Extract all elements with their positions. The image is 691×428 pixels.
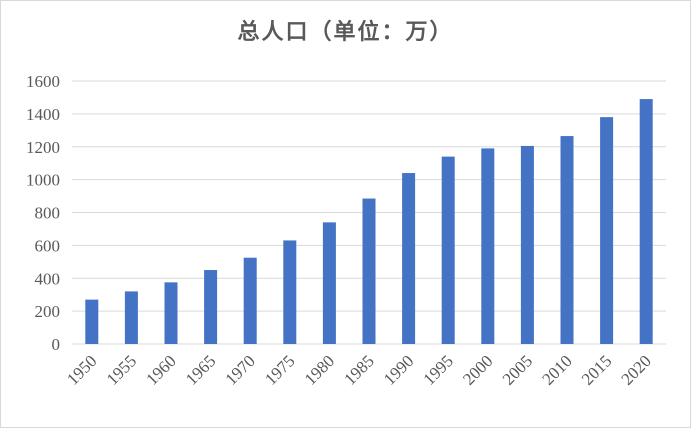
y-tick-label: 800 [35, 204, 61, 223]
x-axis-tick-labels: 1950 1955 1960 1965 1970 1975 1980 1985 1990 1995… [63, 351, 655, 388]
y-tick-label: 400 [35, 269, 61, 288]
x-tick-label: 2005 [499, 351, 536, 388]
bar-1950 [85, 299, 99, 344]
bar-1970 [243, 257, 257, 344]
bar-2015 [600, 117, 614, 344]
bar-1995 [441, 156, 455, 344]
x-tick-label: 2015 [578, 351, 615, 388]
y-tick-label: 1200 [26, 138, 60, 157]
x-tick-label: 1950 [63, 351, 100, 388]
bar-1975 [283, 240, 297, 344]
y-tick-label: 1600 [26, 72, 60, 91]
chart-title: 总人口（单位：万） [237, 20, 454, 45]
y-tick-label: 1000 [26, 171, 60, 190]
x-tick-label: 1985 [340, 351, 377, 388]
x-tick-label: 1975 [261, 351, 298, 388]
y-tick-label: 0 [52, 335, 61, 354]
x-tick-label: 2010 [538, 351, 575, 388]
bar-1985 [362, 198, 376, 344]
x-tick-label: 1955 [103, 351, 140, 388]
x-tick-label: 2000 [459, 351, 496, 388]
y-tick-label: 600 [35, 236, 61, 255]
x-tick-label: 1960 [142, 351, 179, 388]
bar-1980 [322, 222, 336, 344]
bar-2010 [560, 136, 574, 344]
x-tick-label: 1965 [182, 351, 219, 388]
x-tick-label: 1995 [420, 351, 457, 388]
x-tick-label: 1990 [380, 351, 417, 388]
bar-1960 [164, 282, 178, 344]
bars [85, 99, 653, 344]
bar-2000 [481, 148, 495, 344]
bar-2020 [639, 99, 653, 344]
bar-2005 [520, 145, 534, 344]
y-axis-tick-labels: 0 200 400 600 800 1000 1200 1400 1600 [26, 72, 60, 354]
x-tick-label: 1980 [301, 351, 338, 388]
x-tick-label: 1970 [222, 351, 259, 388]
bar-1990 [402, 173, 416, 344]
bar-1965 [204, 270, 218, 344]
bar-1955 [124, 291, 138, 344]
x-tick-label: 2020 [618, 351, 655, 388]
y-tick-label: 200 [35, 302, 61, 321]
y-tick-label: 1400 [26, 105, 60, 124]
